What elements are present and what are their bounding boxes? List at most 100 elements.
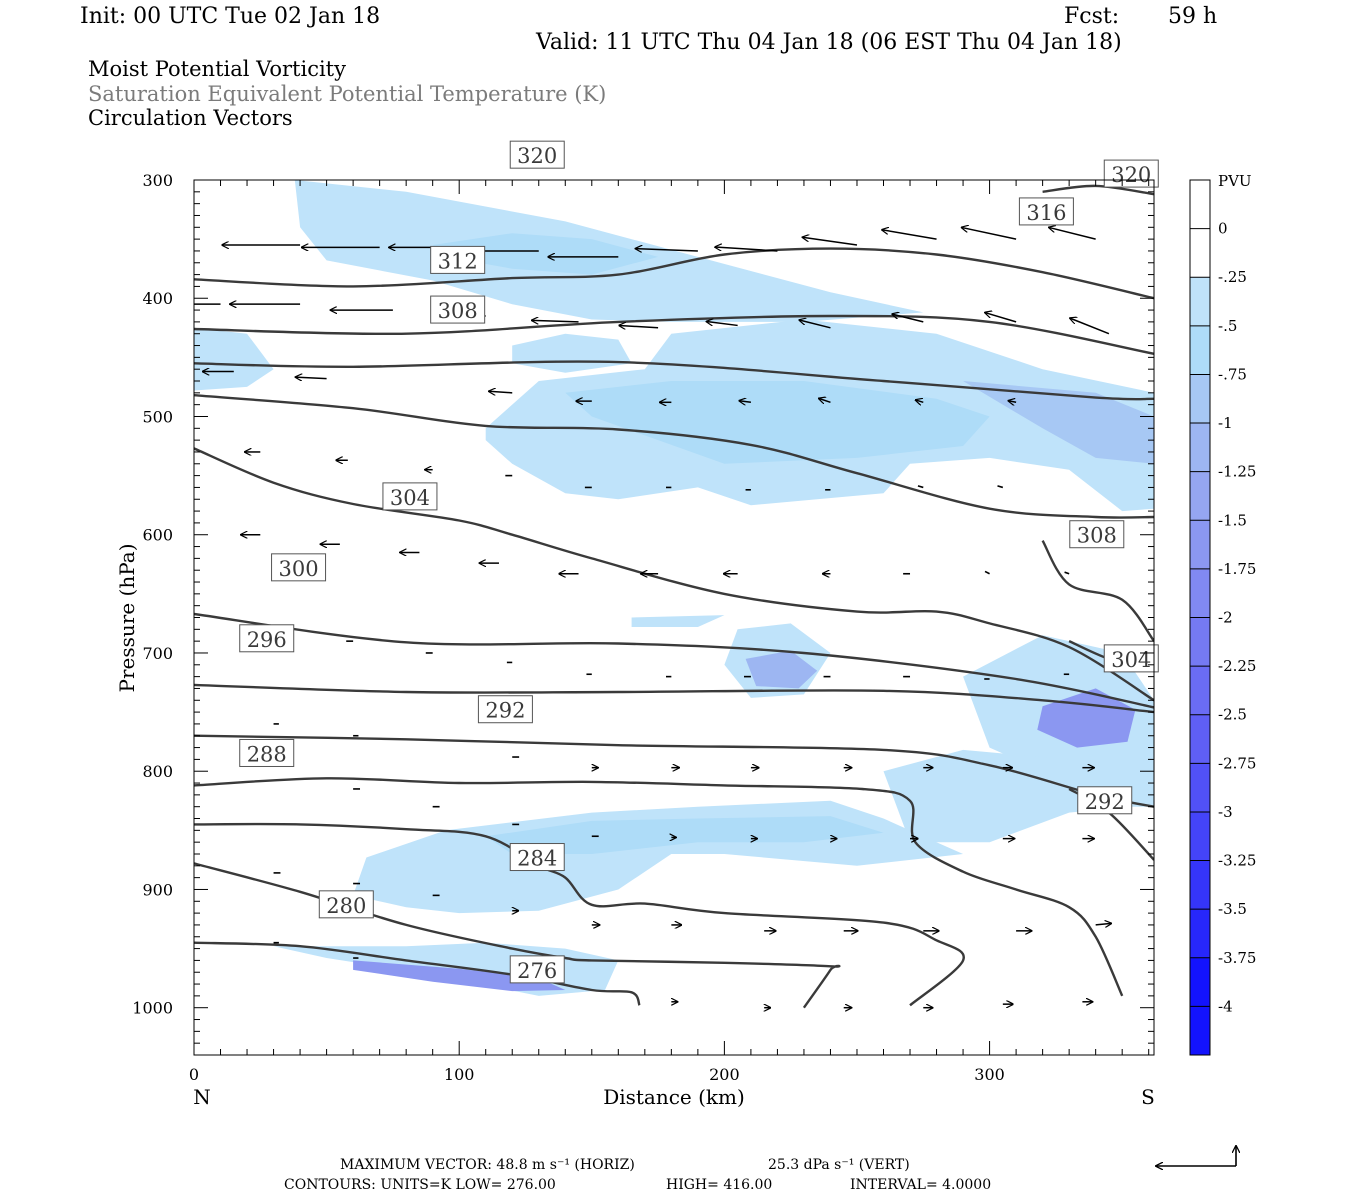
reference-vector-icon [1156,1146,1236,1166]
pv-region-9 [745,650,818,689]
contour-label-276: 276 [517,959,557,983]
colorbar-label: -.25 [1218,268,1247,286]
vector-18 [706,322,738,327]
contour-label-292: 292 [1085,790,1125,814]
pv-shading-layer [194,180,1154,996]
contour-label-296: 296 [247,628,287,652]
colorbar-unit: PVU [1218,172,1252,190]
colorbar-swatch [1190,666,1210,715]
colorbar-label: -3.5 [1218,900,1247,918]
colorbar-swatch [1190,909,1210,958]
vector-21 [985,313,1017,323]
theta-contour-284 [194,822,965,1007]
colorbar-label: -2.5 [1218,706,1247,724]
colorbar-label: -1.25 [1218,463,1256,481]
vector-5 [635,249,698,251]
contour-label-300: 300 [279,557,319,581]
x-tick-label: 200 [709,1065,740,1084]
vector-6 [715,247,778,252]
contour-label-box [239,624,295,653]
x-tick-label: 0 [189,1065,199,1084]
contour-label-312: 312 [438,249,478,273]
contour-label-box [509,955,565,984]
contour-label-box [318,890,374,919]
contour-label-308: 308 [438,299,478,323]
vector-28 [739,401,752,403]
colorbar-swatch [1190,374,1210,424]
colorbar-label: -3 [1218,803,1233,821]
contour-label-280: 280 [326,894,366,918]
contour-label-320: 320 [517,144,557,168]
vector-51 [984,570,990,575]
pv-region-7 [631,615,725,627]
colorbar-swatch [1190,714,1210,764]
theta-contour-308 [194,394,1154,519]
colorbar-swatch [1190,471,1210,521]
contour-label-box [1069,520,1125,549]
contour-label-box [1103,159,1159,188]
pv-region-11 [1037,688,1136,748]
colorbar-label: -3.75 [1218,949,1256,967]
contour-label-320: 320 [1111,163,1151,187]
theta-contour-304 [194,447,1154,702]
colorbar-swatch [1190,568,1210,618]
contour-label-box [430,245,486,274]
colorbar-label: -2.25 [1218,657,1256,675]
theta-contour-320 [194,247,1154,300]
vector-20 [892,314,924,323]
colorbar-label: -1.5 [1218,511,1247,529]
colorbar-label: -2.75 [1218,754,1256,772]
theta-contour-300 [194,612,1154,709]
contour-label-308: 308 [1077,524,1117,548]
y-axis-title: Pressure (hPa) [115,544,139,693]
colorbar-label: -3.25 [1218,852,1256,870]
vector-7 [802,237,858,246]
vector-24 [295,377,327,379]
vector-40 [917,485,924,489]
contour-label-box [1103,644,1159,673]
colorbar-label: -2 [1218,609,1233,627]
colorbar-swatch [1190,325,1210,375]
theta-contour-292 [194,734,1154,808]
x-end-label-south: S [1141,1085,1155,1109]
contour-info-low: CONTOURS: UNITS=K LOW= 276.00 [284,1177,556,1193]
max-vector-vert: 25.3 dPa s⁻¹ (VERT) [768,1157,910,1173]
theta-es-contours [194,184,1154,1009]
axes: 300 400 500 600 700 800 900 1000 0 100 200 300 [132,171,1154,1084]
colorbar: 0 -.25 -.5 -.75 -1 -1.25 -1.5 -1.75 -2 -2.25 -2.5 -… [1189,179,1256,1056]
colorbar-swatch [1190,763,1210,812]
colorbar-label: 0 [1218,220,1228,238]
contour-label-box [271,553,327,582]
max-vector-horiz: MAXIMUM VECTOR: 48.8 m s⁻¹ (HORIZ) [340,1157,635,1173]
pv-region-12 [353,800,964,914]
colorbar-swatch [1190,423,1210,472]
contour-label-304: 304 [1111,648,1151,672]
init-time: Init: 00 UTC Tue 02 Jan 18 [80,4,381,29]
contour-label-box [477,695,533,724]
x-axis-title: Distance (km) [603,1085,745,1109]
colorbar-label: -1.75 [1218,560,1256,578]
theta-contour-308 [1041,539,1154,642]
y-tick-label: 400 [142,289,173,308]
contour-label-box [509,140,565,169]
forecast-hour: 59 h [1168,4,1218,29]
pv-region-3 [512,333,632,373]
contour-label-box [509,843,565,872]
contour-label-316: 316 [1026,201,1066,225]
contour-info-high: HIGH= 416.00 [666,1177,773,1193]
vector-30 [915,400,924,402]
field-label-theta-es: Saturation Equivalent Potential Temperat… [88,82,607,106]
theta-contour-316 [194,314,1154,355]
pv-region-13 [485,816,884,854]
y-tick-label: 600 [142,526,173,545]
colorbar-swatch [1190,860,1210,910]
pv-region-5 [565,381,990,464]
contour-info-interval: INTERVAL= 4.0000 [850,1177,992,1193]
vector-93 [1095,923,1112,925]
vector-41 [997,485,1004,489]
y-tick-label: 300 [142,171,173,190]
contour-labels: 276 280 284 288 292 292 296 300 304 304 308 308 312 3… [239,140,1159,984]
y-tick-label: 500 [142,407,173,426]
vector-25 [489,391,513,393]
